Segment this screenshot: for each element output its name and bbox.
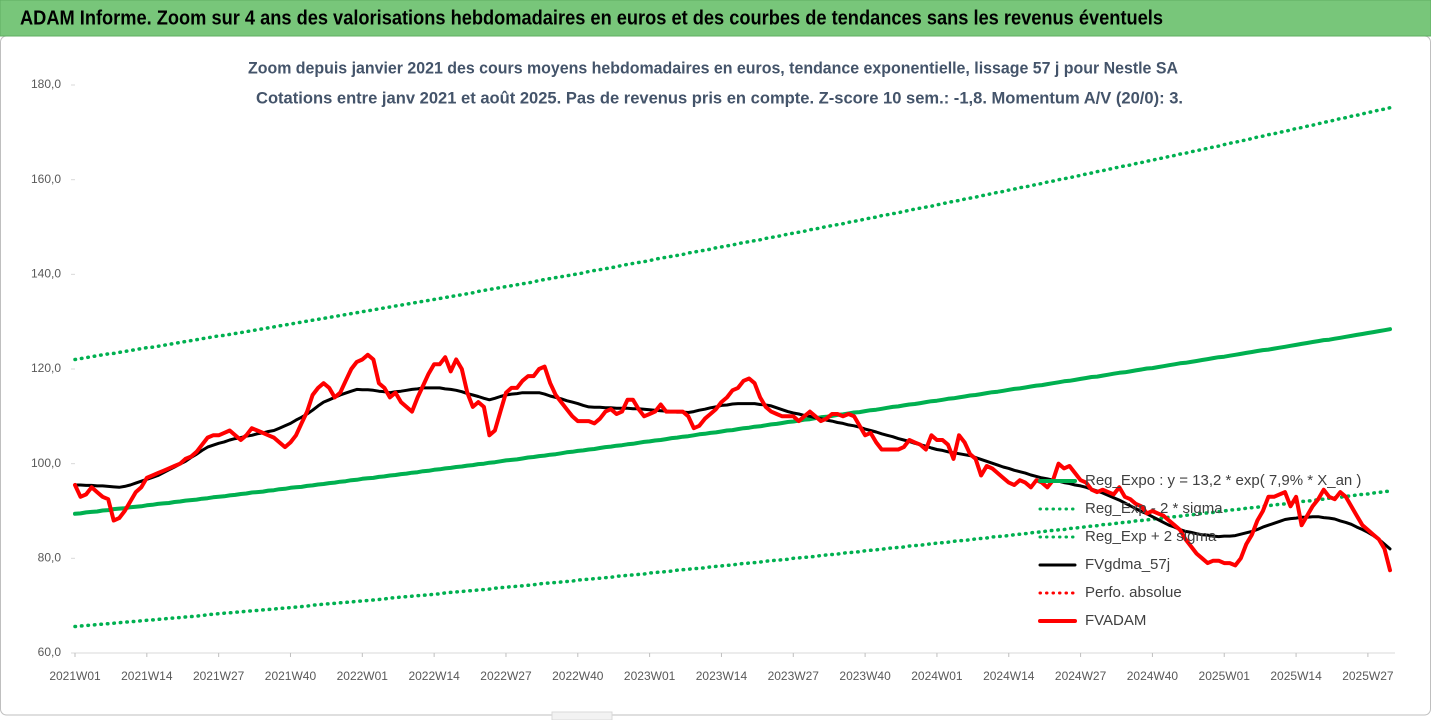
chart-frame bbox=[0, 35, 1431, 716]
y-tick-label: 120,0 bbox=[31, 361, 61, 375]
y-tick-label: 100,0 bbox=[31, 456, 61, 470]
series-line bbox=[73, 352, 1392, 573]
legend-label: FVADAM bbox=[1085, 612, 1146, 629]
x-tick-label: 2024W27 bbox=[1055, 669, 1107, 683]
y-tick-label: 160,0 bbox=[31, 172, 61, 186]
chart-subtitle: Cotations entre janv 2021 et août 2025. … bbox=[256, 88, 1183, 107]
y-tick-label: 180,0 bbox=[31, 77, 61, 91]
x-tick-label: 2021W27 bbox=[193, 669, 245, 683]
x-tick-label: 2025W27 bbox=[1342, 669, 1394, 683]
x-tick-label: 2022W40 bbox=[552, 669, 604, 683]
x-tick-label: 2022W01 bbox=[337, 669, 389, 683]
series-line bbox=[73, 105, 1392, 362]
y-tick-label: 60,0 bbox=[38, 645, 62, 659]
header-bar bbox=[0, 0, 1431, 37]
legend-label: Reg_Expo : y = 13,2 * exp( 7,9% * X_an ) bbox=[1085, 472, 1361, 489]
x-tick-label: 2024W40 bbox=[1127, 669, 1179, 683]
scroll-handle bbox=[551, 711, 613, 721]
y-tick-label: 80,0 bbox=[38, 551, 62, 565]
x-tick-label: 2024W01 bbox=[911, 669, 963, 683]
legend-label: Reg_Exp + 2 sigma bbox=[1085, 528, 1217, 545]
x-tick-label: 2023W40 bbox=[839, 669, 891, 683]
series-line bbox=[73, 327, 1392, 516]
legend-label: FVgdma_57j bbox=[1085, 556, 1170, 573]
x-tick-label: 2025W01 bbox=[1199, 669, 1251, 683]
series-line bbox=[73, 489, 1392, 629]
x-tick-label: 2023W27 bbox=[768, 669, 820, 683]
header-title: ADAM Informe. Zoom sur 4 ans des valoris… bbox=[20, 7, 1163, 29]
x-tick-label: 2023W01 bbox=[624, 669, 676, 683]
x-tick-label: 2022W14 bbox=[408, 669, 460, 683]
x-tick-label: 2021W40 bbox=[265, 669, 317, 683]
x-tick-label: 2024W14 bbox=[983, 669, 1035, 683]
chart-title: Zoom depuis janvier 2021 des cours moyen… bbox=[248, 58, 1178, 77]
x-tick-label: 2023W14 bbox=[696, 669, 748, 683]
x-tick-label: 2025W14 bbox=[1270, 669, 1322, 683]
legend-label: Reg_Exp - 2 * sigma bbox=[1085, 500, 1223, 517]
x-tick-label: 2021W14 bbox=[121, 669, 173, 683]
legend-label: Perfo. absolue bbox=[1085, 584, 1182, 601]
x-tick-label: 2021W01 bbox=[49, 669, 101, 683]
y-tick-label: 140,0 bbox=[31, 267, 61, 281]
series-line bbox=[73, 386, 1392, 551]
x-tick-label: 2022W27 bbox=[480, 669, 532, 683]
